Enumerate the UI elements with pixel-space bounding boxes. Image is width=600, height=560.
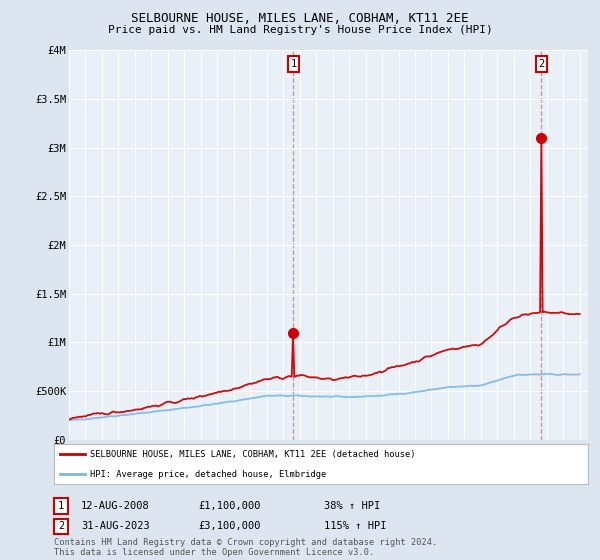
Text: 1: 1 [58, 501, 64, 511]
Text: £1,100,000: £1,100,000 [198, 501, 260, 511]
Text: SELBOURNE HOUSE, MILES LANE, COBHAM, KT11 2EE (detached house): SELBOURNE HOUSE, MILES LANE, COBHAM, KT1… [91, 450, 416, 459]
Text: 2: 2 [58, 521, 64, 531]
Text: SELBOURNE HOUSE, MILES LANE, COBHAM, KT11 2EE: SELBOURNE HOUSE, MILES LANE, COBHAM, KT1… [131, 12, 469, 25]
Text: 12-AUG-2008: 12-AUG-2008 [81, 501, 150, 511]
Text: 1: 1 [290, 59, 296, 69]
Text: 31-AUG-2023: 31-AUG-2023 [81, 521, 150, 531]
Text: 115% ↑ HPI: 115% ↑ HPI [324, 521, 386, 531]
Text: Contains HM Land Registry data © Crown copyright and database right 2024.
This d: Contains HM Land Registry data © Crown c… [54, 538, 437, 557]
Text: £3,100,000: £3,100,000 [198, 521, 260, 531]
Text: HPI: Average price, detached house, Elmbridge: HPI: Average price, detached house, Elmb… [91, 470, 326, 479]
Text: Price paid vs. HM Land Registry's House Price Index (HPI): Price paid vs. HM Land Registry's House … [107, 25, 493, 35]
Text: 38% ↑ HPI: 38% ↑ HPI [324, 501, 380, 511]
Text: 2: 2 [538, 59, 544, 69]
